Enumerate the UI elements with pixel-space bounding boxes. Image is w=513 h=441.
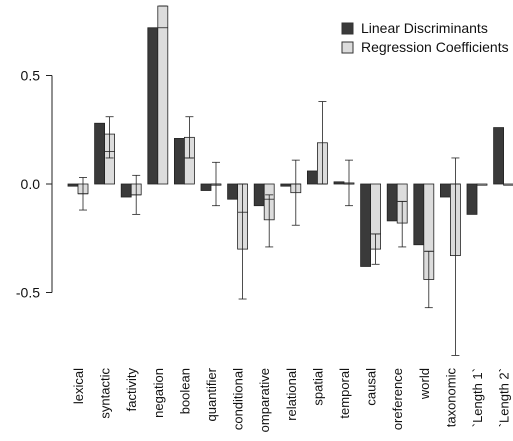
- y-tick-label: -0.5: [16, 285, 40, 301]
- bar-linear-discriminants: [253, 183, 265, 207]
- x-category-label: temporal: [337, 368, 352, 419]
- bar-linear-discriminants: [280, 183, 292, 187]
- bar-linear-discriminants: [306, 170, 318, 185]
- bar-linear-discriminants: [147, 27, 159, 185]
- y-tick-label: 0.0: [21, 176, 41, 192]
- error-bars: [78, 5, 461, 356]
- x-category-label: boolean: [177, 368, 192, 414]
- bar-linear-discriminants: [386, 183, 398, 222]
- bar-linear-discriminants: [493, 127, 505, 185]
- bar-linear-discriminants: [466, 183, 478, 215]
- bar-linear-discriminants: [439, 183, 451, 198]
- x-category-label: `Length 1`: [470, 368, 485, 427]
- bar-linear-discriminants: [67, 183, 79, 187]
- x-category-label: factivity: [124, 368, 139, 412]
- x-category-label: taxonomic: [443, 368, 458, 428]
- y-axis: 0.5 0.0 -0.5: [16, 68, 53, 301]
- x-category-label: negation: [151, 368, 166, 418]
- legend-label-linear-discriminants: Linear Discriminants: [361, 20, 488, 36]
- legend-swatch-linear-discriminants: [341, 22, 354, 35]
- bar-linear-discriminants: [173, 138, 185, 185]
- x-category-label: oreference: [390, 368, 405, 430]
- legend-swatch-regression-coefficients: [341, 41, 354, 54]
- bar-linear-discriminants: [413, 183, 425, 246]
- x-category-label: relational: [284, 368, 299, 421]
- x-category-label: conditional: [231, 368, 246, 430]
- legend: Linear Discriminants Regression Coeffici…: [341, 20, 509, 55]
- category-labels: lexical syntactic factivity negation boolean…: [71, 367, 512, 432]
- bar-regression-coefficients: [157, 5, 169, 185]
- x-category-label: lexical: [71, 368, 86, 404]
- bar-linear-discriminants: [333, 181, 345, 185]
- y-tick-label: 0.5: [21, 68, 41, 84]
- bar-linear-discriminants: [360, 183, 372, 267]
- bar-linear-discriminants: [94, 122, 105, 185]
- x-category-label: `Length 2`: [497, 368, 512, 427]
- x-category-label: spatial: [310, 368, 325, 406]
- x-category-label: world: [417, 368, 432, 400]
- x-category-label: omparative: [257, 368, 272, 432]
- x-category-label: causal: [364, 368, 379, 406]
- x-category-label: syntactic: [98, 368, 113, 419]
- x-category-label: quantifier: [204, 367, 219, 421]
- bar-linear-discriminants: [227, 183, 239, 200]
- bar-linear-discriminants: [200, 183, 212, 191]
- legend-label-regression-coefficients: Regression Coefficients: [361, 39, 509, 55]
- bar-regression-coefficients: [503, 183, 513, 186]
- bar-regression-coefficients: [476, 183, 488, 186]
- bar-linear-discriminants: [120, 183, 132, 198]
